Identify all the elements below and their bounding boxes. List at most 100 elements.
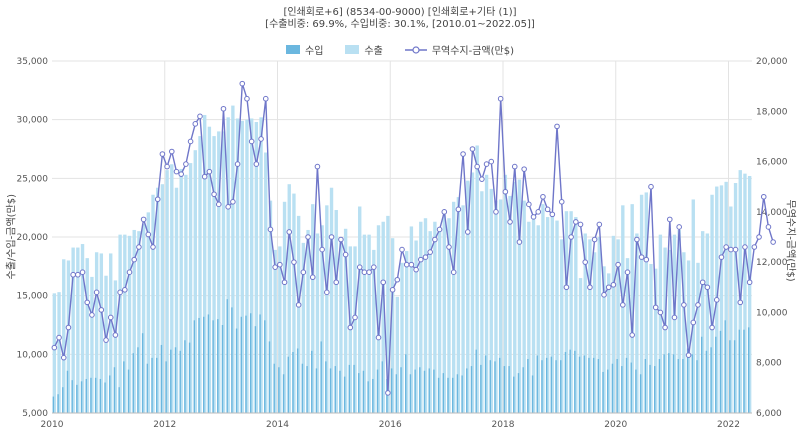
export-bar [165, 170, 169, 413]
balance-point [75, 271, 81, 278]
import-bar [362, 370, 365, 413]
balance-point [413, 266, 419, 273]
balance-point [446, 244, 452, 250]
import-bar [447, 377, 449, 413]
balance-point [634, 236, 640, 243]
y-tick-label-right: 10,000 [756, 308, 788, 318]
export-bar [287, 184, 291, 413]
import-bar [470, 366, 473, 413]
balance-point [577, 221, 584, 228]
import-bar [531, 375, 534, 413]
balance-point [305, 234, 311, 240]
balance-point [154, 196, 161, 203]
balance-point [225, 204, 231, 210]
import-bar [541, 360, 543, 413]
export-bar [602, 266, 606, 413]
export-bar [400, 262, 404, 413]
balance-point [521, 166, 527, 172]
export-bar [456, 197, 461, 413]
balance-point [526, 201, 532, 208]
balance-point [117, 289, 123, 296]
balance-point [751, 244, 758, 250]
import-bar [118, 387, 120, 413]
export-bar [677, 229, 681, 413]
import-bar [733, 340, 736, 413]
balance-point [427, 249, 433, 255]
balance-point [704, 284, 711, 291]
balance-point [324, 289, 330, 296]
import-bar [644, 359, 647, 413]
balance-point [760, 193, 767, 200]
import-bar [409, 374, 412, 413]
balance-point [432, 236, 438, 243]
export-bar [235, 118, 240, 413]
export-bar [700, 231, 705, 413]
export-bar [588, 239, 592, 413]
export-bar [405, 251, 409, 413]
import-bar [536, 355, 538, 413]
balance-point [732, 246, 739, 253]
balance-point [417, 256, 424, 263]
import-bar [513, 376, 515, 413]
y-tick-label-left: 15,000 [17, 292, 49, 302]
export-bar [705, 233, 710, 413]
balance-point [248, 138, 255, 145]
export-bar [607, 273, 611, 413]
export-bar [625, 258, 630, 413]
balance-point [394, 276, 401, 283]
balance-point [587, 284, 593, 291]
import-bar [654, 366, 656, 413]
balance-point [582, 259, 589, 265]
import-bar [113, 367, 116, 413]
export-bar [536, 225, 540, 413]
export-bar [109, 253, 113, 413]
export-bar [654, 268, 658, 413]
import-bar [437, 377, 440, 413]
balance-point [295, 302, 302, 308]
legend-label-balance: 무역수지-금액(만$) [431, 46, 514, 57]
balance-point [107, 314, 114, 321]
legend-item-balance[interactable]: 무역수지-금액(만$) [404, 42, 514, 57]
export-bar [381, 221, 385, 413]
export-bar [386, 215, 390, 413]
export-bar [686, 260, 691, 413]
import-bar [710, 347, 712, 413]
balance-point [695, 302, 701, 308]
export-bar [226, 117, 230, 413]
balance-point [573, 219, 579, 225]
balance-point [479, 176, 485, 182]
import-bar [555, 360, 557, 413]
export-bar [334, 210, 338, 413]
balance-point [502, 188, 509, 195]
balance-point [338, 236, 344, 243]
legend-item-export[interactable]: 수출 [345, 42, 383, 57]
balance-point [643, 256, 650, 263]
import-bar [522, 367, 524, 413]
import-bar [334, 366, 336, 413]
import-bar [414, 369, 416, 413]
balance-point [638, 254, 645, 260]
import-bar [611, 363, 614, 413]
import-bar [475, 349, 477, 413]
balance-point [455, 206, 462, 213]
balance-point [422, 254, 429, 260]
import-bar [602, 371, 604, 413]
y-tick-label-right: 16,000 [756, 158, 788, 168]
balance-point [624, 269, 631, 276]
import-bar [696, 360, 698, 413]
import-bar [85, 378, 87, 413]
legend-item-import[interactable]: 수입 [286, 42, 323, 57]
balance-point [648, 183, 654, 190]
import-bar [442, 373, 445, 413]
import-bar [170, 349, 172, 413]
export-bar [433, 221, 437, 413]
balance-point [375, 334, 382, 341]
import-bar [184, 340, 186, 413]
balance-point [441, 209, 448, 215]
import-bar [545, 357, 548, 413]
export-bar [475, 145, 479, 414]
balance-point [342, 251, 349, 258]
balance-point [291, 259, 297, 265]
import-bar [386, 378, 388, 413]
import-bar [743, 329, 745, 413]
